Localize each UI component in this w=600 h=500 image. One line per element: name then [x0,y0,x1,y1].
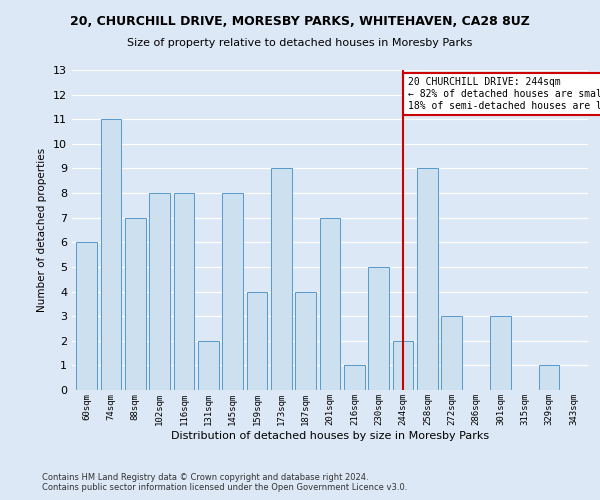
X-axis label: Distribution of detached houses by size in Moresby Parks: Distribution of detached houses by size … [171,430,489,440]
Y-axis label: Number of detached properties: Number of detached properties [37,148,47,312]
Bar [417,168,438,390]
Bar [320,218,340,390]
Bar [173,193,194,390]
Bar [149,193,170,390]
Bar [539,366,559,390]
Bar [222,193,243,390]
Text: 20, CHURCHILL DRIVE, MORESBY PARKS, WHITEHAVEN, CA28 8UZ: 20, CHURCHILL DRIVE, MORESBY PARKS, WHIT… [70,15,530,28]
Bar [101,119,121,390]
Bar [271,168,292,390]
Text: Size of property relative to detached houses in Moresby Parks: Size of property relative to detached ho… [127,38,473,48]
Bar [368,267,389,390]
Bar [442,316,462,390]
Bar [198,341,218,390]
Bar [490,316,511,390]
Bar [392,341,413,390]
Text: 20 CHURCHILL DRIVE: 244sqm
← 82% of detached houses are smaller (80)
18% of semi: 20 CHURCHILL DRIVE: 244sqm ← 82% of deta… [408,78,600,110]
Bar [295,292,316,390]
Bar [125,218,146,390]
Bar [247,292,268,390]
Bar [76,242,97,390]
Text: Contains HM Land Registry data © Crown copyright and database right 2024.
Contai: Contains HM Land Registry data © Crown c… [42,472,407,492]
Bar [344,366,365,390]
